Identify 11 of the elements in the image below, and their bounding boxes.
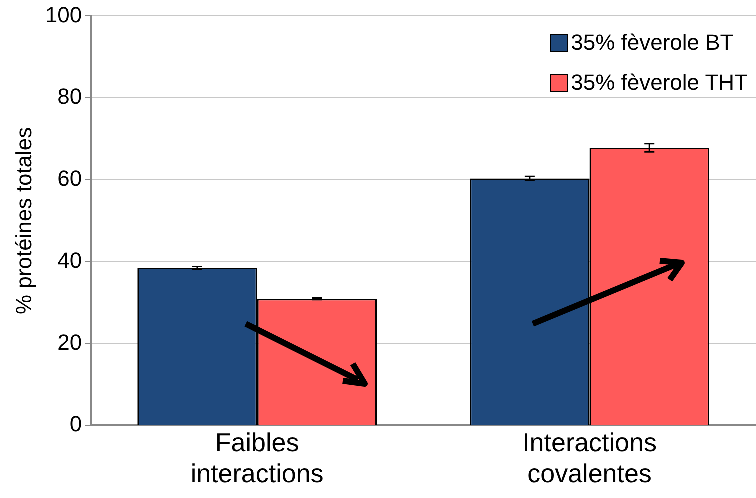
y-tick-label: 100 bbox=[45, 2, 82, 28]
y-tick-label: 0 bbox=[70, 412, 82, 437]
y-tick-label: 60 bbox=[58, 166, 82, 192]
y-tick-label: 20 bbox=[58, 330, 82, 355]
x-tick-label: Faibles interactions bbox=[190, 427, 324, 489]
y-tick-label: 40 bbox=[58, 248, 82, 273]
legend-label: 35% fèverole BT bbox=[570, 30, 735, 56]
y-tick-label: 80 bbox=[58, 84, 82, 110]
y-axis-title: % protéines totales bbox=[11, 127, 36, 314]
x-tick-label: Interactions covalentes bbox=[522, 427, 657, 489]
legend-label: 35% fèverole THT bbox=[570, 70, 748, 96]
